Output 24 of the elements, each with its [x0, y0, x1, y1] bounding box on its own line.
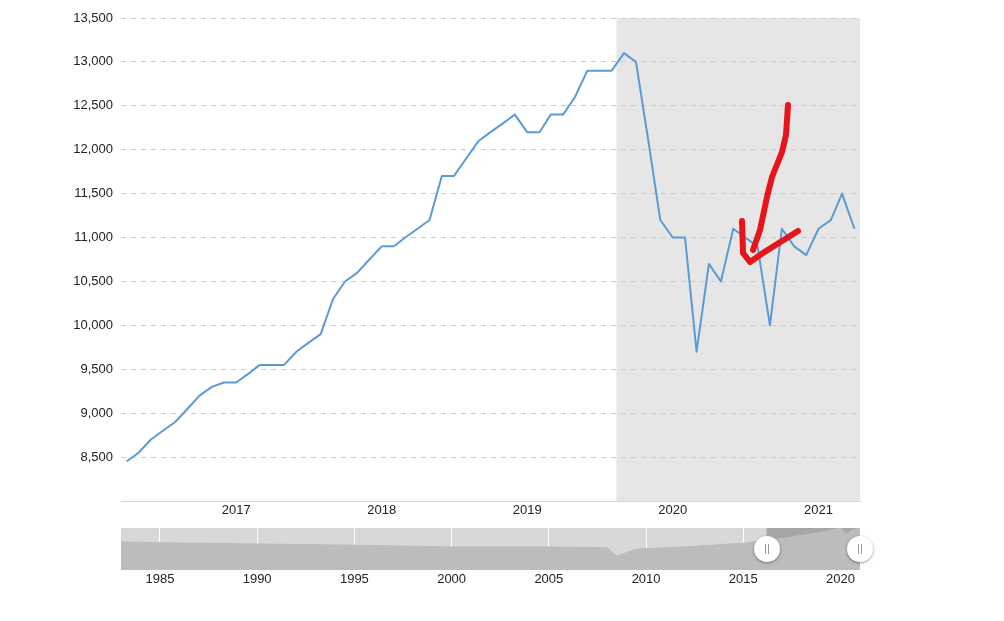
x-tick-label: 2020 [826, 571, 856, 587]
y-tick-label: 13,000 [73, 53, 113, 69]
y-tick-label: 11,000 [74, 229, 113, 245]
y-tick-label: 8,500 [80, 448, 113, 464]
y-tick-label: 12,000 [73, 141, 113, 157]
x-tick-label: 2020 [658, 502, 688, 518]
x-tick-label: 2019 [512, 502, 542, 518]
x-tick-label: 2000 [437, 571, 467, 587]
x-tick-label: 2015 [728, 571, 758, 587]
x-tick-label: 2005 [534, 571, 564, 587]
y-tick-label: 9,500 [80, 360, 113, 376]
x-tick-label: 2021 [804, 502, 834, 518]
y-tick-label: 10,500 [73, 273, 113, 289]
y-tick-label: 9,000 [80, 404, 113, 420]
x-tick-label: 1995 [339, 571, 369, 587]
y-tick-label: 12,500 [73, 97, 113, 113]
y-tick-label: 11,500 [74, 185, 113, 201]
y-tick-label: 13,500 [73, 9, 113, 25]
x-tick-label: 1985 [145, 571, 175, 587]
x-tick-label: 2010 [631, 571, 661, 587]
y-tick-label: 10,000 [73, 316, 113, 332]
x-tick-label: 2017 [221, 502, 251, 518]
x-tick-label: 1990 [242, 571, 272, 587]
x-tick-label: 2018 [367, 502, 397, 518]
